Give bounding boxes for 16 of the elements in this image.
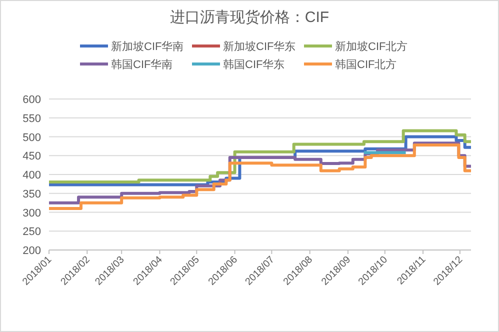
y-tick-label: 300 bbox=[22, 207, 41, 220]
legend-label: 新加坡CIF北方 bbox=[335, 40, 408, 53]
legend-label: 韩国CIF北方 bbox=[335, 58, 397, 71]
legend-label: 新加坡CIF华东 bbox=[223, 40, 296, 53]
y-tick-label: 500 bbox=[22, 132, 41, 144]
y-tick-label: 350 bbox=[22, 188, 41, 200]
y-tick-label: 200 bbox=[22, 245, 41, 257]
legend-label: 新加坡CIF华南 bbox=[111, 40, 184, 53]
legend-label: 韩国CIF华南 bbox=[111, 58, 173, 71]
y-tick-label: 250 bbox=[22, 226, 41, 238]
legend-label: 韩国CIF华东 bbox=[223, 58, 285, 71]
y-tick-label: 400 bbox=[22, 170, 41, 182]
chart-title: 进口沥青现货价格：CIF bbox=[170, 9, 330, 26]
y-tick-label: 600 bbox=[22, 94, 41, 106]
y-tick-label: 450 bbox=[22, 150, 41, 163]
y-tick-label: 550 bbox=[22, 112, 41, 125]
